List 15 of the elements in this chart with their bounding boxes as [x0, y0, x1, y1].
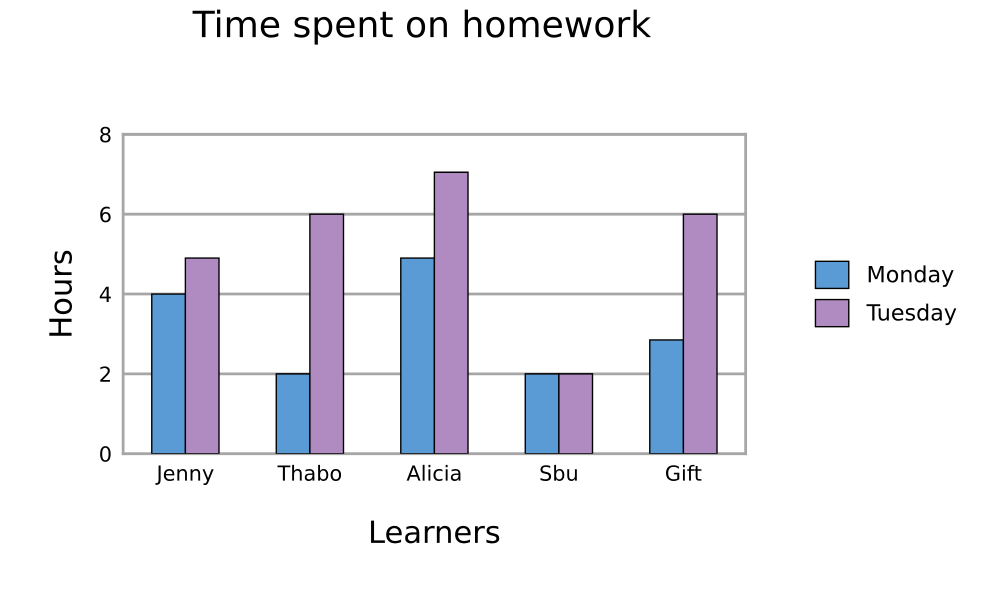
x-axis-title: Learners [371, 520, 500, 544]
x-tick-label: Sbu [540, 464, 577, 481]
chart-title: Time spent on homework [192, 10, 652, 45]
x-tick-label: Alicia [406, 464, 460, 481]
y-tick-label: 8 [100, 126, 111, 143]
legend-label: Monday [868, 265, 954, 287]
y-tick-label: 0 [100, 446, 111, 462]
legend-label: Tuesday [866, 304, 956, 326]
y-tick-label: 4 [100, 286, 111, 302]
y-axis-title: Hours [49, 250, 72, 336]
x-tick-label: Gift [666, 464, 702, 481]
x-tick-label: Jenny [155, 465, 214, 485]
x-tick-label: Thabo [277, 464, 342, 481]
y-tick-label: 2 [100, 366, 110, 382]
y-tick-label: 6 [100, 206, 111, 222]
